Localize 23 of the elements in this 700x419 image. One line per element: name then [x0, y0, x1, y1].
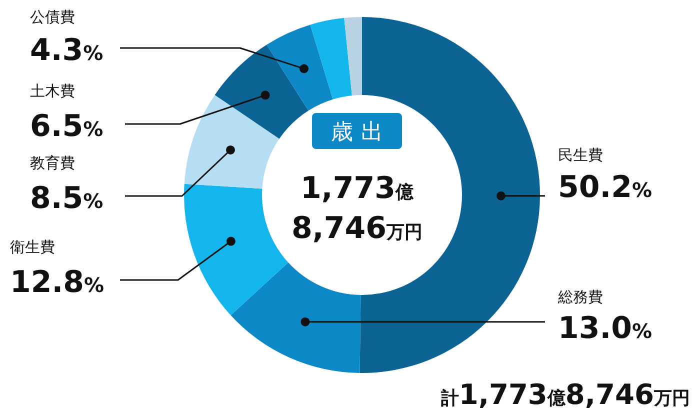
data-label: 13.0%	[558, 311, 652, 346]
text: 計1,773億8,746万円	[440, 378, 690, 411]
donut-slice	[266, 24, 333, 111]
donut-slice	[230, 262, 361, 373]
donut-slice	[214, 44, 308, 139]
data-label: 12.8%	[10, 265, 104, 300]
text: 8,746万円	[292, 211, 422, 246]
slice-label: 教育費	[30, 154, 75, 172]
slice-label: 公債費	[30, 8, 75, 26]
data-label: 50.2%	[558, 170, 652, 205]
donut-slice	[184, 184, 288, 316]
slice-label: 土木費	[30, 82, 75, 100]
slice-label: 民生費	[558, 146, 603, 164]
data-label: 8.5%	[30, 181, 104, 216]
donut-slice	[344, 17, 362, 96]
data-label: 6.5%	[30, 109, 104, 144]
donut-slice	[310, 18, 352, 100]
text: 歳出	[331, 120, 391, 145]
data-label: 4.3%	[30, 33, 104, 68]
slice-label: 総務費	[557, 288, 603, 306]
donut-slice	[184, 94, 280, 189]
slice-label: 衛生費	[10, 238, 55, 256]
text: 1,773億	[300, 171, 414, 206]
